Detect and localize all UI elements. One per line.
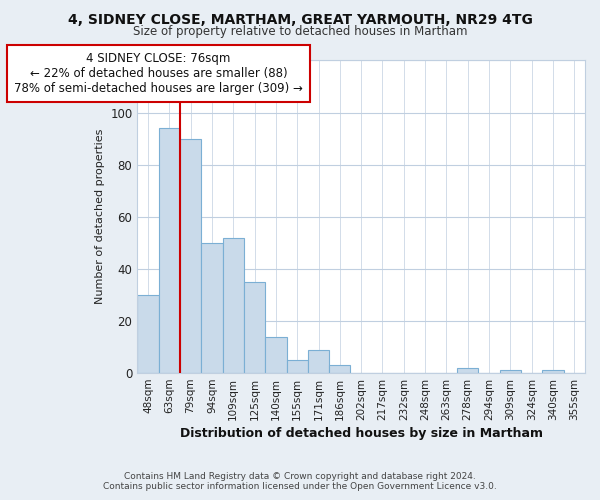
Text: 4 SIDNEY CLOSE: 76sqm
← 22% of detached houses are smaller (88)
78% of semi-deta: 4 SIDNEY CLOSE: 76sqm ← 22% of detached … [14,52,303,95]
Bar [457,368,478,373]
Bar [223,238,244,373]
Bar [287,360,308,373]
Y-axis label: Number of detached properties: Number of detached properties [95,129,104,304]
Text: Size of property relative to detached houses in Martham: Size of property relative to detached ho… [133,25,467,38]
Text: Contains HM Land Registry data © Crown copyright and database right 2024.
Contai: Contains HM Land Registry data © Crown c… [103,472,497,491]
Bar [244,282,265,373]
Bar [201,243,223,373]
Bar [265,336,287,373]
Text: 4, SIDNEY CLOSE, MARTHAM, GREAT YARMOUTH, NR29 4TG: 4, SIDNEY CLOSE, MARTHAM, GREAT YARMOUTH… [68,12,532,26]
Bar [158,128,180,373]
Bar [308,350,329,373]
Bar [137,295,158,373]
Bar [329,366,350,373]
Bar [180,138,201,373]
X-axis label: Distribution of detached houses by size in Martham: Distribution of detached houses by size … [179,427,542,440]
Bar [542,370,563,373]
Bar [500,370,521,373]
